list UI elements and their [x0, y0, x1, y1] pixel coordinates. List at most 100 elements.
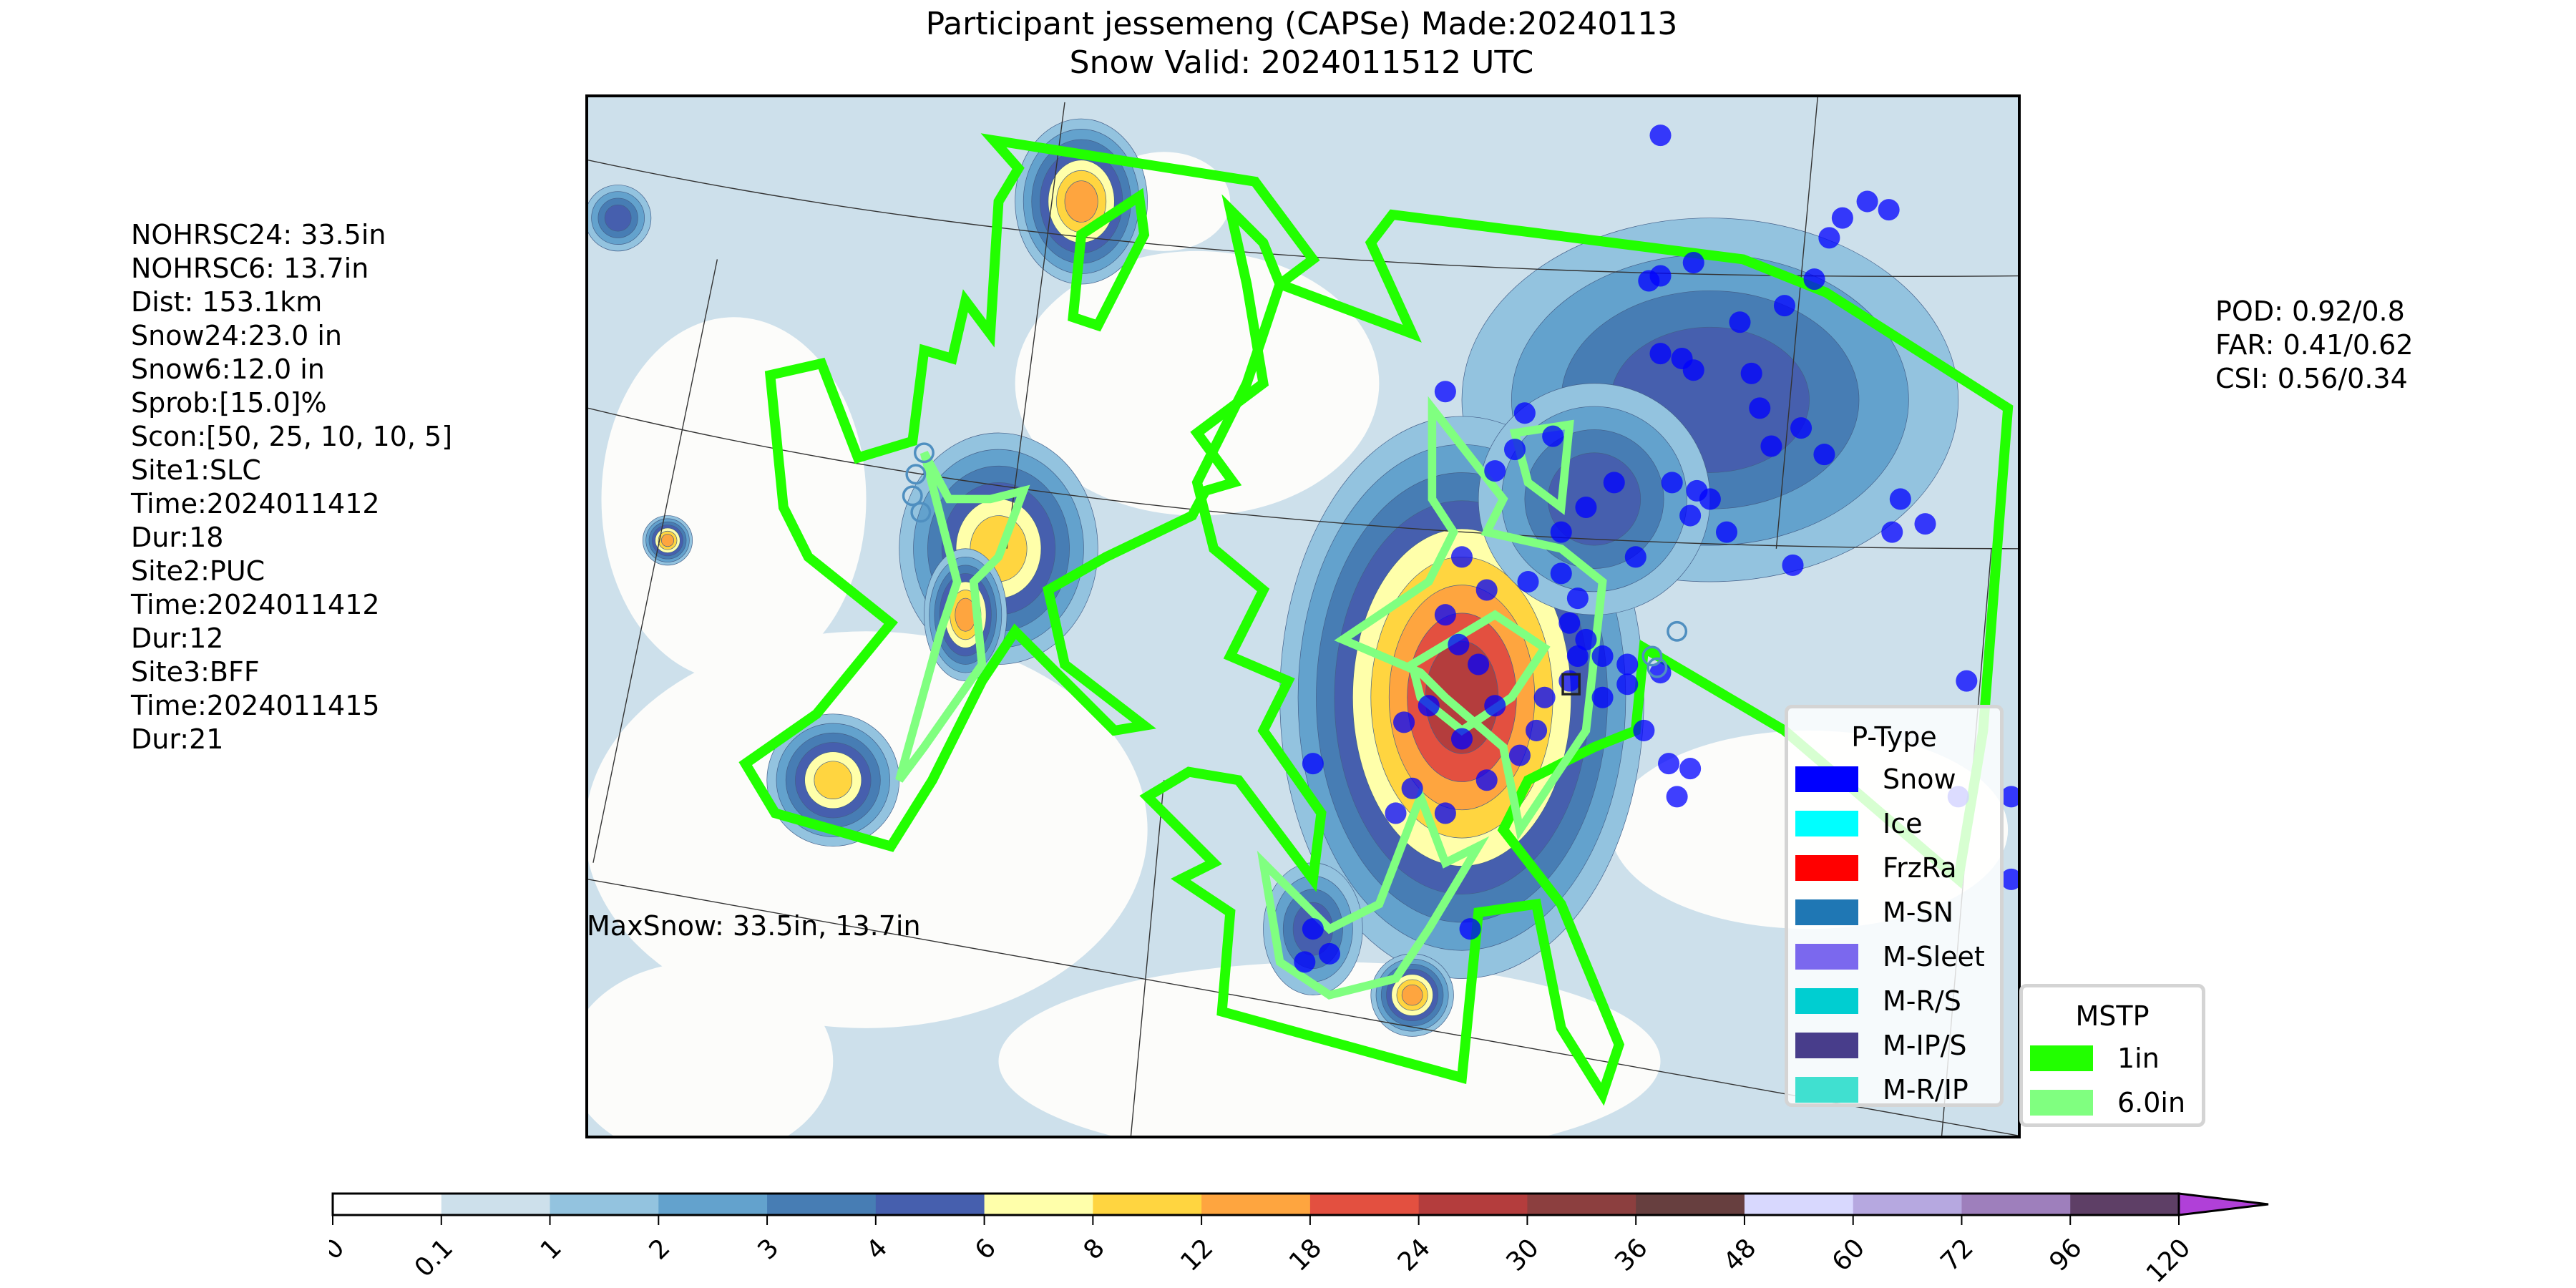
snow-report-dot — [1616, 653, 1639, 675]
left-stat-line: Time:2024011412 — [131, 589, 380, 620]
snow-report-dot — [1302, 918, 1324, 940]
left-stat-line: Dur:18 — [131, 522, 224, 553]
snow-report-dot — [1813, 444, 1835, 466]
colorbar-segment — [2070, 1194, 2180, 1215]
snow-report-dot — [1699, 488, 1721, 510]
no-snow-region — [588, 962, 834, 1136]
mixed-report-ring — [905, 464, 927, 485]
colorbar-tick-label: 0 — [329, 1233, 350, 1265]
snow-report-dot — [1513, 402, 1536, 424]
mstp-1in-contour — [1139, 209, 2014, 1106]
snow-report-dot — [1526, 719, 1548, 741]
legend-swatch — [1795, 899, 1858, 925]
no-snow-region — [998, 962, 1661, 1136]
ptype-legend-item: Snow — [1788, 757, 2000, 801]
snow-report-dot — [1434, 381, 1456, 403]
max-snow-marker — [1561, 673, 1581, 696]
snow-contour — [604, 204, 632, 232]
snow-report-dot — [1682, 359, 1704, 381]
snow-report-dot — [1878, 199, 1900, 221]
legend-label: Ice — [1883, 808, 1923, 839]
mstp-legend: MSTP 1in 6.0in — [2019, 984, 2205, 1127]
snow-report-dot — [1715, 521, 1738, 543]
snow-report-dot — [1566, 587, 1589, 610]
legend-label: M-IP/S — [1883, 1030, 1967, 1061]
colorbar-tick-label: 8 — [1078, 1233, 1111, 1265]
snow-report-dot — [1484, 695, 1506, 717]
snow-contour — [814, 761, 853, 799]
snow-report-dot — [1294, 951, 1316, 973]
mixed-report-ring — [913, 442, 935, 464]
snow-report-dot — [1782, 554, 1804, 576]
ptype-legend-item: M-R/S — [1788, 979, 2000, 1023]
legend-swatch — [2030, 1045, 2093, 1071]
snow-report-dot — [1450, 728, 1473, 750]
snow-report-dot — [1558, 612, 1581, 634]
mstp-6in-contour — [895, 451, 1030, 783]
snow-report-dot — [1542, 425, 1564, 447]
legend-label: M-R/S — [1883, 985, 1961, 1017]
snow-report-dot — [1475, 769, 1498, 791]
map-grid-line — [1130, 780, 1165, 1136]
left-stat-line: Time:2024011415 — [131, 690, 380, 721]
colorbar-outline — [331, 1192, 2180, 1216]
map-grid-line — [1006, 102, 1065, 549]
snow-report-dot — [1818, 227, 1840, 249]
colorbar-tick-label: 3 — [752, 1233, 784, 1265]
ptype-legend-item: FrzRa — [1788, 846, 2000, 890]
ptype-legend-item: M-R/IP — [1788, 1068, 2000, 1112]
snow-report-dot — [1450, 546, 1473, 568]
snow-report-dot — [1666, 786, 1688, 808]
colorbar-tick-label: 60 — [1827, 1233, 1870, 1277]
colorbar-tick-label: 12 — [1175, 1233, 1219, 1277]
snow-report-dot — [1575, 496, 1597, 519]
map-grid-line — [1775, 97, 1818, 549]
snow-contour — [1064, 180, 1098, 223]
legend-swatch — [1795, 766, 1858, 792]
left-stat-line: Time:2024011412 — [131, 488, 380, 519]
snow-report-dot — [1740, 362, 1762, 384]
snow-report-dot — [1550, 562, 1572, 585]
colorbar-segment — [1744, 1194, 1854, 1215]
legend-label: M-Sleet — [1883, 941, 1985, 972]
colorbar-segment — [1309, 1194, 1420, 1215]
mstp-1in-contour — [738, 133, 1320, 852]
left-stat-line: Dist: 153.1km — [131, 286, 323, 318]
colorbar-segment — [658, 1194, 768, 1215]
ptype-legend-item: Ice — [1788, 801, 2000, 846]
snow-report-dot — [1658, 753, 1680, 775]
snow-report-dot — [1591, 686, 1614, 708]
snow-report-dot — [1484, 460, 1506, 482]
colorbar-segment — [875, 1194, 985, 1215]
snow-report-dot — [1459, 918, 1481, 940]
snow-report-dot — [1760, 435, 1782, 457]
legend-swatch — [1795, 855, 1858, 881]
colorbar-segment — [441, 1194, 551, 1215]
left-stat-line: Dur:12 — [131, 623, 224, 654]
snow-report-dot — [1393, 711, 1415, 733]
left-stats-panel: NOHRSC24: 33.5in NOHRSC6: 13.7in Dist: 153… — [131, 218, 452, 756]
colorbar-tick-label: 0.1 — [409, 1233, 459, 1282]
snow-report-dot — [1831, 207, 1853, 229]
snow-report-dot — [1318, 942, 1341, 965]
map-grid-line — [588, 407, 2018, 550]
snow-report-dot — [1616, 673, 1639, 696]
colorbar-segment — [1418, 1194, 1528, 1215]
colorbar-tick-label: 36 — [1609, 1233, 1653, 1277]
colorbar-segment — [333, 1194, 442, 1215]
legend-swatch — [2030, 1090, 2093, 1116]
legend-swatch — [1795, 1033, 1858, 1058]
mstp-6in-contour — [1407, 610, 1551, 736]
colorbar-tick-label: 72 — [1936, 1233, 1979, 1277]
snow-report-dot — [1956, 670, 1978, 692]
snow-report-dot — [1881, 521, 1903, 543]
left-stat-line: Snow24:23.0 in — [131, 320, 343, 351]
snow-report-dot — [1679, 504, 1702, 527]
legend-label: 6.0in — [2117, 1087, 2186, 1118]
title-line-2: Snow Valid: 2024011512 UTC — [1069, 44, 1534, 81]
colorbar-segment — [767, 1194, 877, 1215]
map-grid-line — [592, 259, 718, 863]
snow-report-dot — [1503, 439, 1526, 461]
snow-report-dot — [1448, 633, 1470, 655]
snow-report-dot — [2000, 786, 2018, 808]
